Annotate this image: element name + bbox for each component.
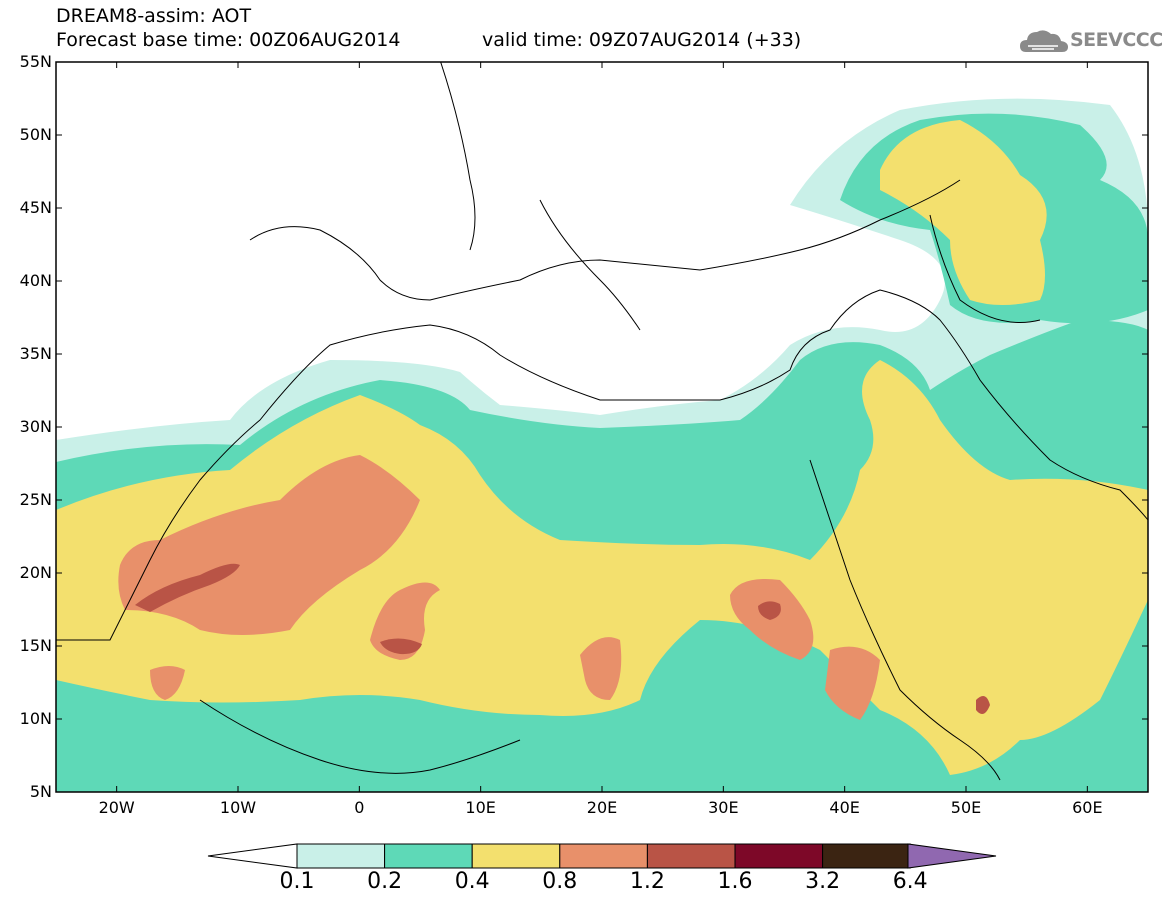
lon-label: 40E (829, 798, 860, 817)
aot-field (56, 62, 1148, 792)
lon-label: 10W (219, 798, 257, 817)
colorbar-under-arrow (207, 843, 298, 869)
lon-label: 20W (98, 798, 135, 817)
coastlines (56, 62, 1148, 781)
colorbar-label: 0.1 (279, 869, 315, 894)
aot-level-0.8-e (580, 637, 622, 700)
colorbar-box (822, 843, 911, 869)
aot-level-0.8-f (150, 666, 185, 700)
map-title: DREAM8-assim: AOT (56, 5, 252, 27)
lat-label: 50N (19, 125, 52, 144)
lat-label: 55N (19, 52, 52, 71)
seevccc-logo (1020, 30, 1068, 52)
colorbar-box (296, 843, 386, 869)
lat-label: 10N (19, 709, 52, 728)
colorbar-label: 1.6 (717, 869, 753, 894)
colorbar-label: 6.4 (892, 869, 928, 894)
lat-label: 5N (29, 782, 52, 801)
lat-label: 40N (19, 271, 52, 290)
aot-level-1.2 (135, 563, 240, 612)
lon-label: 0 (354, 798, 365, 817)
lat-label: 35N (19, 344, 52, 363)
lat-label: 15N (19, 636, 52, 655)
aot-level-0.8-c (730, 579, 814, 660)
colorbar-label: 0.4 (454, 869, 490, 894)
aot-level-1.2-b (380, 638, 422, 655)
colorbar-box (646, 843, 736, 869)
aot-level-1.2-d (976, 696, 990, 714)
colorbar-box (734, 843, 824, 869)
lon-label: 20E (586, 798, 618, 817)
colorbar-box (471, 843, 561, 869)
aot-level-0.4-north (880, 120, 1047, 305)
lat-label: 20N (19, 563, 52, 582)
aot-level-0.8-d (825, 646, 880, 720)
colorbar-label: 0.8 (542, 869, 578, 894)
lat-label: 45N (19, 198, 52, 217)
colorbar-label: 1.2 (629, 869, 665, 894)
colorbar-box (384, 843, 473, 869)
colorbar-label: 3.2 (805, 869, 841, 894)
valid-time: valid time: 09Z07AUG2014 (+33) (482, 29, 802, 51)
lat-label: 30N (19, 417, 52, 436)
aot-level-1.2-c (758, 601, 781, 620)
lon-label: 50E (950, 798, 982, 817)
colorbar-box (559, 843, 648, 869)
lon-label: 10E (465, 798, 496, 817)
forecast-base-time: Forecast base time: 00Z06AUG2014 (56, 29, 401, 51)
logo-text: SEEVCCC (1070, 29, 1163, 51)
lon-label: 60E (1072, 798, 1103, 817)
colorbar-over-arrow (907, 843, 997, 869)
lon-label: 30E (708, 798, 739, 817)
lat-label: 25N (19, 490, 52, 509)
colorbar-label: 0.2 (367, 869, 403, 894)
